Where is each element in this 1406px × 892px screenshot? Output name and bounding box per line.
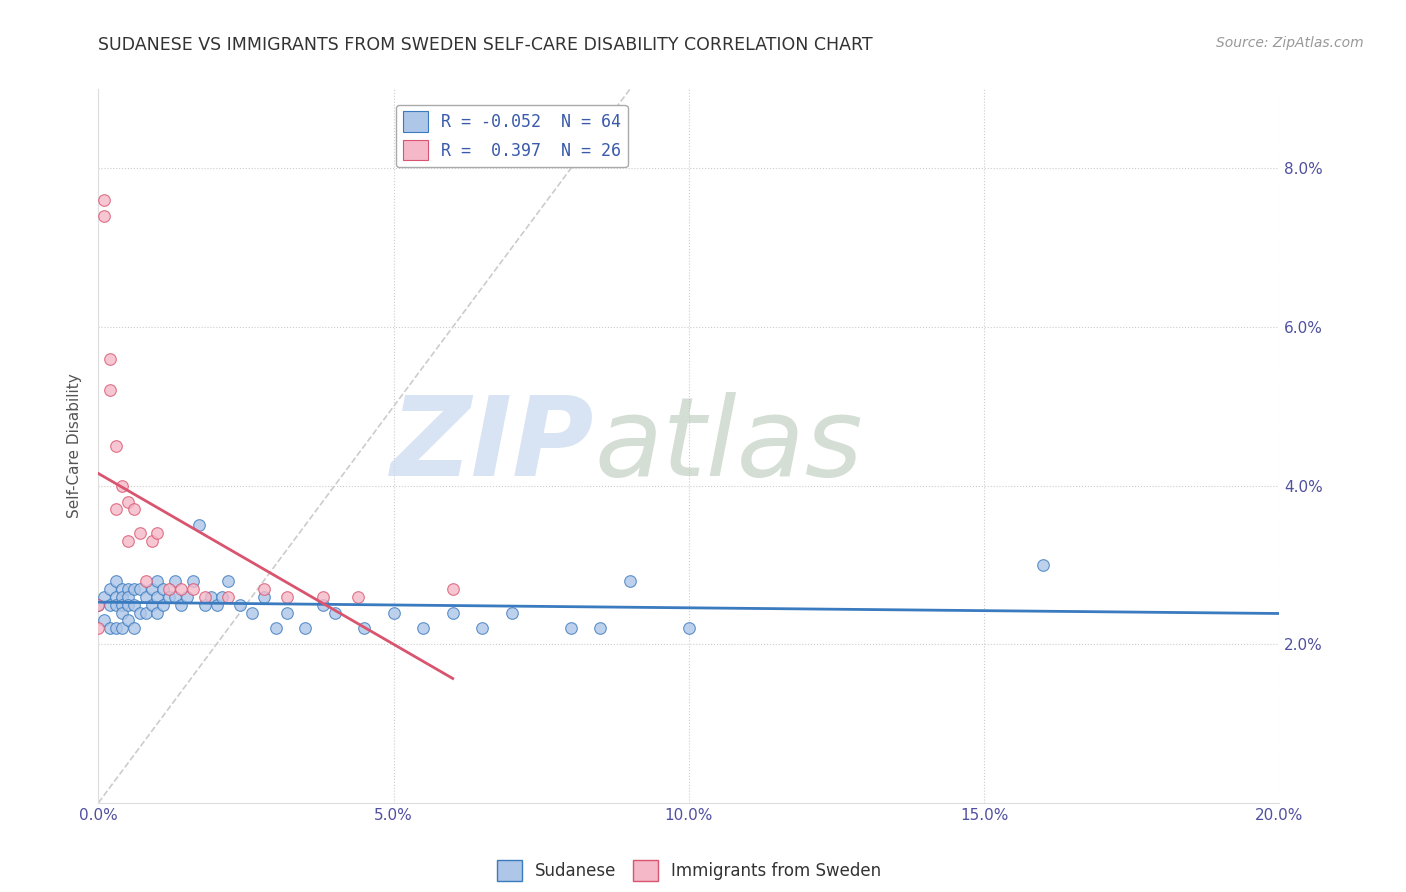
Point (170, 582, 193, 596)
Point (165, 590, 187, 604)
Point (589, 621, 612, 635)
Point (93, 590, 115, 604)
Point (141, 598, 163, 612)
Point (98, 351, 121, 366)
Legend: Sudanese, Immigrants from Sweden: Sudanese, Immigrants from Sweden (489, 854, 889, 888)
Point (165, 574, 187, 588)
Point (619, 574, 641, 588)
Point (678, 621, 700, 635)
Text: atlas: atlas (595, 392, 863, 500)
Point (200, 590, 222, 604)
Point (211, 590, 233, 604)
Point (128, 582, 150, 596)
Point (181, 574, 204, 588)
Point (111, 621, 134, 635)
Point (117, 534, 139, 549)
Point (105, 439, 128, 453)
Point (1032, 558, 1054, 572)
Point (294, 621, 316, 635)
Point (170, 598, 193, 612)
Point (87, 598, 110, 612)
Point (176, 590, 198, 604)
Point (98, 598, 121, 612)
Point (157, 590, 180, 604)
Point (347, 590, 370, 604)
Point (441, 582, 464, 596)
Point (412, 621, 434, 635)
Point (117, 494, 139, 508)
Point (229, 598, 252, 612)
Point (276, 606, 298, 620)
Point (146, 590, 169, 604)
Point (240, 606, 263, 620)
Point (105, 590, 128, 604)
Point (122, 582, 145, 596)
Point (217, 574, 239, 588)
Point (117, 590, 139, 604)
Point (471, 621, 494, 635)
Point (135, 574, 157, 588)
Point (141, 534, 163, 549)
Point (105, 574, 128, 588)
Point (152, 582, 174, 596)
Point (253, 582, 276, 596)
Point (98, 582, 121, 596)
Point (382, 606, 405, 620)
Point (111, 606, 134, 620)
Point (264, 621, 287, 635)
Point (87, 621, 110, 635)
Point (105, 502, 128, 516)
Point (194, 598, 217, 612)
Point (312, 590, 335, 604)
Text: SUDANESE VS IMMIGRANTS FROM SWEDEN SELF-CARE DISABILITY CORRELATION CHART: SUDANESE VS IMMIGRANTS FROM SWEDEN SELF-… (98, 36, 873, 54)
Point (98, 621, 121, 635)
Point (98, 384, 121, 398)
Point (152, 598, 174, 612)
Point (194, 590, 217, 604)
Point (128, 526, 150, 541)
Point (253, 590, 276, 604)
Point (111, 478, 134, 492)
Point (146, 574, 169, 588)
Point (560, 621, 582, 635)
Point (187, 518, 209, 533)
Point (117, 582, 139, 596)
Y-axis label: Self-Care Disability: Self-Care Disability (67, 374, 83, 518)
Text: Source: ZipAtlas.com: Source: ZipAtlas.com (1216, 36, 1364, 50)
Point (146, 526, 169, 541)
Point (105, 621, 128, 635)
Point (105, 598, 128, 612)
Point (122, 621, 145, 635)
Point (122, 598, 145, 612)
Point (117, 614, 139, 628)
Point (111, 582, 134, 596)
Point (146, 606, 169, 620)
Point (141, 582, 163, 596)
Point (441, 606, 464, 620)
Point (205, 598, 228, 612)
Point (353, 621, 375, 635)
Point (122, 502, 145, 516)
Point (217, 590, 239, 604)
Point (501, 606, 523, 620)
Point (93, 209, 115, 223)
Point (87, 598, 110, 612)
Point (135, 606, 157, 620)
Point (128, 606, 150, 620)
Point (157, 582, 180, 596)
Point (323, 606, 346, 620)
Point (111, 598, 134, 612)
Point (276, 590, 298, 604)
Point (312, 598, 335, 612)
Point (93, 193, 115, 207)
Point (111, 590, 134, 604)
Point (181, 582, 204, 596)
Point (93, 614, 115, 628)
Text: ZIP: ZIP (391, 392, 595, 500)
Point (135, 590, 157, 604)
Point (117, 598, 139, 612)
